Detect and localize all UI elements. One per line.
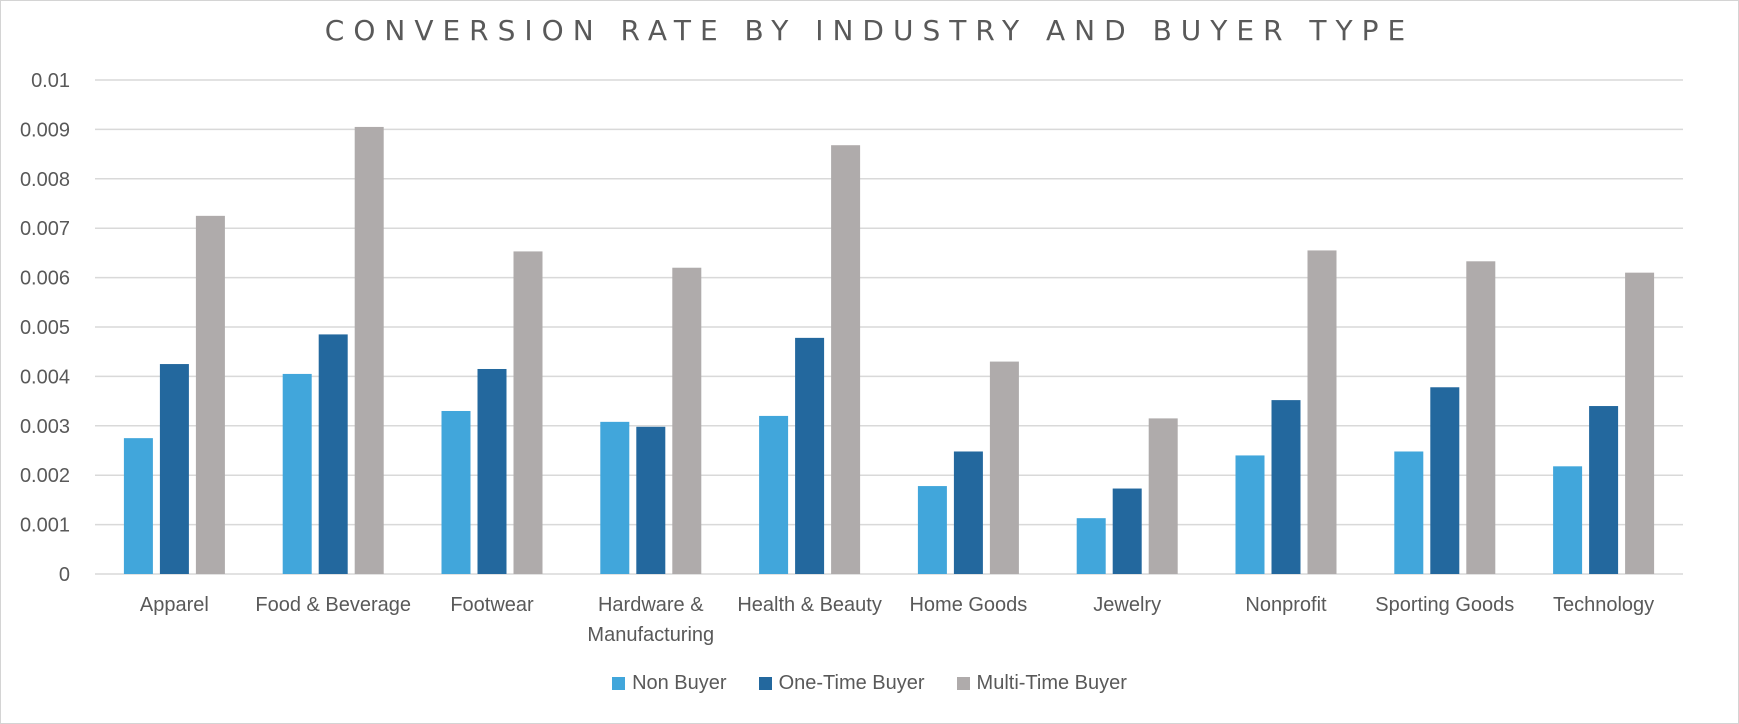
bar <box>917 486 947 574</box>
legend-item: Multi-Time Buyer <box>956 672 1127 695</box>
bar <box>989 361 1019 574</box>
bar <box>1148 418 1178 574</box>
x-tick-label: Sporting Goods <box>1375 594 1514 616</box>
bar <box>1271 400 1301 574</box>
y-tick-label: 0 <box>59 564 70 586</box>
legend-item: Non Buyer <box>612 672 727 695</box>
legend-item: One-Time Buyer <box>758 672 925 695</box>
x-tick-label: Apparel <box>140 594 209 616</box>
bar <box>159 364 189 574</box>
bar <box>441 410 471 574</box>
bar <box>195 215 225 574</box>
y-tick-label: 0.008 <box>20 169 70 191</box>
bar <box>123 438 153 574</box>
bar <box>759 415 789 574</box>
bar <box>1430 387 1460 574</box>
bar <box>953 451 983 574</box>
legend-swatch <box>758 677 772 690</box>
bar <box>1394 451 1424 574</box>
x-tick-label: Footwear <box>450 594 534 616</box>
y-tick-label: 0.01 <box>31 70 70 92</box>
x-tick-label: Health & Beauty <box>737 594 882 616</box>
legend-label: Multi-Time Buyer <box>976 672 1127 694</box>
x-tick-label: Food & Beverage <box>255 594 411 616</box>
x-tick-label: Jewelry <box>1093 594 1161 616</box>
bar <box>1076 518 1106 574</box>
bar <box>1589 406 1619 574</box>
y-tick-label: 0.001 <box>20 515 70 537</box>
legend-label: Non Buyer <box>632 672 727 694</box>
bar <box>1553 466 1583 574</box>
x-tick-label: Technology <box>1553 594 1654 616</box>
y-tick-label: 0.007 <box>20 218 70 240</box>
bar <box>831 145 861 574</box>
bar <box>354 126 384 575</box>
bar <box>1112 488 1142 574</box>
legend-swatch <box>612 677 626 690</box>
legend-swatch <box>956 677 970 690</box>
bar <box>1625 272 1655 574</box>
y-tick-label: 0.004 <box>20 366 70 388</box>
bar <box>1466 261 1496 574</box>
x-tick-label: Home Goods <box>909 594 1027 616</box>
x-tick-label: Hardware & <box>598 594 704 616</box>
bar <box>513 251 543 574</box>
y-tick-label: 0.005 <box>20 317 70 339</box>
bar <box>795 337 825 574</box>
y-tick-label: 0.003 <box>20 416 70 438</box>
chart-title: CONVERSION RATE BY INDUSTRY AND BUYER TY… <box>324 14 1415 47</box>
legend-label: One-Time Buyer <box>778 672 925 694</box>
y-tick-label: 0.006 <box>20 268 70 290</box>
x-tick-label: Manufacturing <box>587 624 714 646</box>
bar <box>636 426 666 574</box>
bar <box>600 421 630 574</box>
bar <box>672 267 702 574</box>
x-tick-label: Nonprofit <box>1245 594 1327 616</box>
bar <box>282 373 312 574</box>
y-tick-label: 0.002 <box>20 465 70 487</box>
bar <box>1235 455 1265 574</box>
bar <box>477 368 507 574</box>
bar <box>1307 250 1337 574</box>
chart-legend: Non Buyer One-Time Buyer Multi-Time Buyer <box>0 672 1739 695</box>
bar <box>318 334 348 574</box>
y-tick-label: 0.009 <box>20 119 70 141</box>
